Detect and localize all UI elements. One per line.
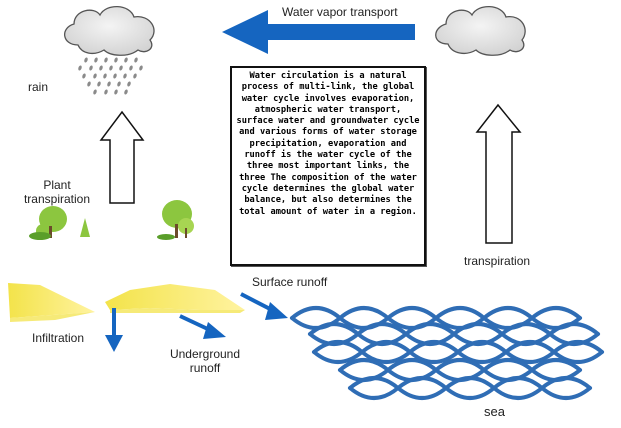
underground-runoff-label-line2: runoff	[189, 361, 221, 375]
rain-drop	[114, 89, 118, 95]
rain-drop	[113, 73, 117, 79]
rain-drop	[82, 73, 86, 79]
rain-drop	[124, 89, 128, 95]
rain-drop	[124, 57, 128, 63]
sea-label: sea	[484, 404, 505, 419]
tree-icon	[29, 206, 67, 240]
surface-runoff-label: Surface runoff	[252, 275, 328, 289]
plant-transpiration-label-line1: Plant	[43, 178, 71, 192]
rain-drop	[104, 89, 108, 95]
rain-drop	[114, 57, 118, 63]
infiltration-label: Infiltration	[32, 331, 85, 345]
sea-wave	[308, 322, 600, 346]
rain-drop	[103, 73, 107, 79]
water-vapor-transport-label: Water vapor transport	[282, 5, 398, 19]
sea-wave	[348, 376, 592, 400]
plant-transpiration-label-line2: transpiration	[23, 192, 91, 206]
rain-drop	[134, 57, 138, 63]
rain-drop	[107, 81, 111, 87]
rain-label: rain	[28, 80, 49, 94]
plant-transpiration-label: Plant transpiration	[22, 178, 92, 206]
cloud-icon	[435, 5, 526, 56]
sea-wave	[312, 340, 604, 364]
rain-drop	[97, 81, 101, 87]
tree-icon	[157, 200, 194, 240]
water-vapor-transport-arrow	[222, 10, 415, 54]
sea-waves	[290, 306, 604, 400]
rain-drop	[84, 57, 88, 63]
rain-drop	[93, 73, 97, 79]
infiltration-arrow	[105, 308, 123, 352]
underground-runoff-arrow	[179, 314, 226, 339]
rain-drop	[127, 81, 131, 87]
transpiration-label: transpiration	[464, 254, 531, 268]
rain-drop	[133, 73, 137, 79]
rain-drop	[87, 81, 91, 87]
rain-drop	[99, 65, 103, 71]
rain-drop	[109, 65, 113, 71]
underground-runoff-label: Underground runoff	[162, 347, 248, 375]
info-text-box: Water circulation is a natural process o…	[230, 66, 426, 266]
rain-drop	[117, 81, 121, 87]
sea-wave	[290, 306, 582, 330]
sea-wave	[338, 358, 582, 382]
sea-wave	[348, 376, 592, 400]
rain-drop	[123, 73, 127, 79]
small-tree-icon	[80, 218, 90, 237]
underground-runoff-label-line1: Underground	[169, 347, 241, 361]
rain-drop	[89, 65, 93, 71]
rain-drop	[129, 65, 133, 71]
rain-drop	[139, 65, 143, 71]
ground-surface	[8, 283, 245, 322]
plant-transpiration-arrow	[99, 110, 145, 204]
rain-drop	[119, 65, 123, 71]
rain-drop	[78, 65, 82, 71]
rain-drop	[93, 89, 97, 95]
rain-drop	[104, 57, 108, 63]
rain-drops	[78, 57, 143, 95]
rain-cloud-icon	[64, 5, 155, 95]
transpiration-arrow	[475, 103, 522, 244]
surface-runoff-arrow	[240, 292, 288, 320]
rain-drop	[94, 57, 98, 63]
